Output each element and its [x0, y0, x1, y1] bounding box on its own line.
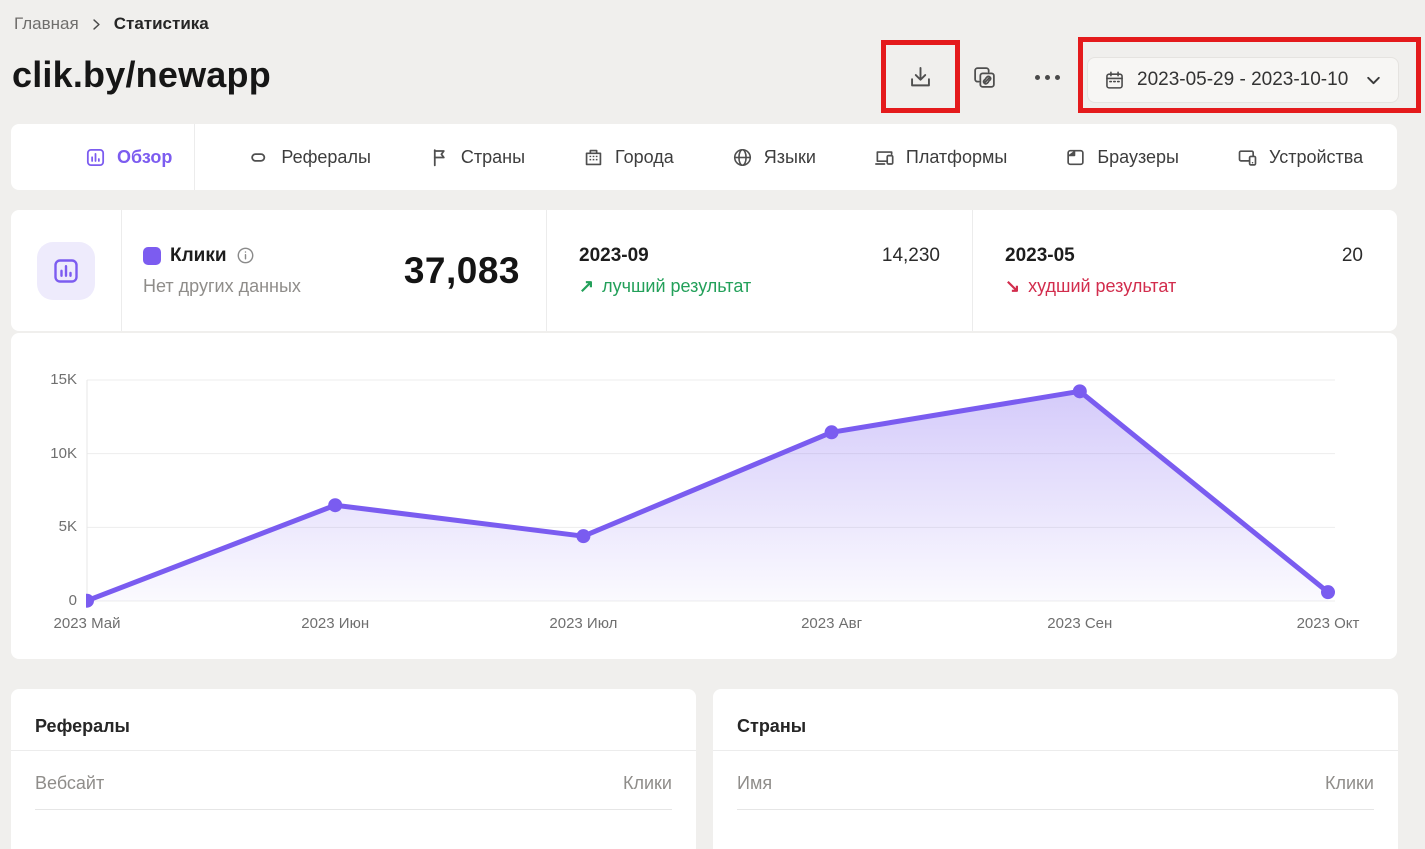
breadcrumb-home-link[interactable]: Главная — [14, 14, 79, 33]
countries-panel-title: Страны — [713, 689, 1398, 751]
tab-label: Рефералы — [281, 146, 371, 167]
referrals-col-website: Вебсайт — [35, 773, 105, 793]
divider — [737, 809, 1374, 810]
breadcrumb-current: Статистика — [113, 14, 209, 33]
clicks-chart[interactable]: 0 5K 10K 15K 2023 Май 2023 Июн 2023 Июл 2023 Ав… — [11, 333, 1397, 659]
clicks-total-section: Клики Нет других данных 37,083 — [122, 210, 547, 331]
tab-devices[interactable]: Устройства — [1237, 147, 1363, 168]
tab-languages[interactable]: Языки — [732, 147, 816, 168]
tab-label: Браузеры — [1097, 146, 1179, 167]
y-axis-label: 5K — [58, 518, 77, 536]
x-axis-label: 2023 Май — [53, 615, 121, 632]
calendar-icon — [1104, 70, 1125, 91]
x-axis-label: 2023 Авг — [801, 615, 863, 632]
clicks-metric-badge[interactable] — [37, 241, 95, 300]
countries-panel: Страны Имя Клики — [713, 689, 1398, 849]
browser-icon — [1065, 147, 1086, 168]
tab-label: Устройства — [1268, 146, 1364, 167]
tab-label: Языки — [763, 146, 816, 167]
best-period-value: 14,230 — [881, 244, 940, 266]
referrals-col-clicks: Клики — [623, 773, 672, 793]
tab-label: Обзор — [117, 146, 173, 167]
best-period-label: 2023-09 — [579, 244, 649, 266]
x-axis-label: 2023 Сен — [1047, 615, 1113, 632]
copy-link-icon — [972, 65, 997, 90]
tab-overview[interactable]: Обзор — [85, 147, 172, 168]
devices-icon — [1237, 147, 1258, 168]
series-color-swatch — [143, 246, 161, 265]
tab-label: Города — [615, 146, 674, 167]
y-axis-label: 10K — [50, 444, 77, 462]
chevron-right-icon — [90, 18, 103, 31]
referrals-panel-title: Рефералы — [11, 689, 696, 751]
worst-period-section: 2023-05 20 ↘ худший результат — [973, 210, 1397, 331]
divider — [35, 809, 672, 810]
worst-period-label: 2023-05 — [1005, 244, 1075, 266]
download-icon — [907, 64, 934, 91]
date-range-value: 2023-05-29 - 2023-10-10 — [1137, 69, 1349, 90]
x-axis-label: 2023 Окт — [1296, 615, 1360, 632]
tab-divider — [194, 124, 196, 190]
metric-icon-cell — [11, 210, 122, 331]
x-axis-label: 2023 Июн — [301, 615, 370, 632]
link-icon — [249, 147, 270, 168]
clicks-total-value: 37,083 — [403, 249, 520, 291]
more-actions-button[interactable] — [1030, 60, 1064, 94]
chevron-down-icon — [1365, 72, 1382, 89]
tab-label: Платформы — [905, 146, 1008, 167]
series-label: Клики — [170, 244, 227, 266]
referrals-panel: Рефералы Вебсайт Клики — [11, 689, 696, 849]
download-button[interactable] — [903, 60, 937, 94]
no-other-data-note: Нет других данных — [143, 275, 301, 296]
tab-platforms[interactable]: Платформы — [874, 147, 1007, 168]
trend-down-icon: ↘ — [1005, 275, 1021, 296]
countries-col-name: Имя — [737, 773, 773, 793]
date-range-picker[interactable]: 2023-05-29 - 2023-10-10 — [1087, 57, 1399, 103]
tab-label: Страны — [460, 146, 526, 167]
x-axis-label: 2023 Июл — [549, 615, 618, 632]
stats-tab-bar: Обзор Рефералы Страны Города — [11, 124, 1397, 190]
page-title: clik.by/newapp — [12, 54, 271, 95]
best-period-section: 2023-09 14,230 ↗ лучший результат — [547, 210, 973, 331]
tab-browsers[interactable]: Браузеры — [1065, 147, 1179, 168]
countries-col-clicks: Клики — [1325, 773, 1374, 793]
tab-countries[interactable]: Страны — [429, 147, 525, 168]
stats-summary-card: Клики Нет других данных 37,083 2023-09 1… — [11, 210, 1397, 331]
city-icon — [583, 147, 604, 168]
breadcrumb: Главная Статистика — [14, 14, 209, 34]
area-chart — [86, 379, 1335, 608]
y-axis-label: 15K — [50, 371, 77, 388]
more-icon — [1034, 74, 1040, 80]
platforms-icon — [874, 147, 895, 168]
best-result-label: лучший результат — [602, 275, 752, 296]
overview-icon — [85, 147, 106, 168]
tab-referrals[interactable]: Рефералы — [249, 147, 371, 168]
info-icon[interactable] — [236, 246, 255, 265]
tab-cities[interactable]: Города — [583, 147, 674, 168]
worst-result-label: худший результат — [1028, 275, 1177, 296]
flag-icon — [429, 147, 450, 168]
y-axis-label: 0 — [68, 592, 77, 609]
trend-up-icon: ↗ — [579, 275, 595, 296]
bar-chart-icon — [51, 256, 81, 286]
globe-icon — [732, 147, 753, 168]
copy-link-button[interactable] — [967, 60, 1001, 94]
worst-period-value: 20 — [1341, 244, 1363, 266]
